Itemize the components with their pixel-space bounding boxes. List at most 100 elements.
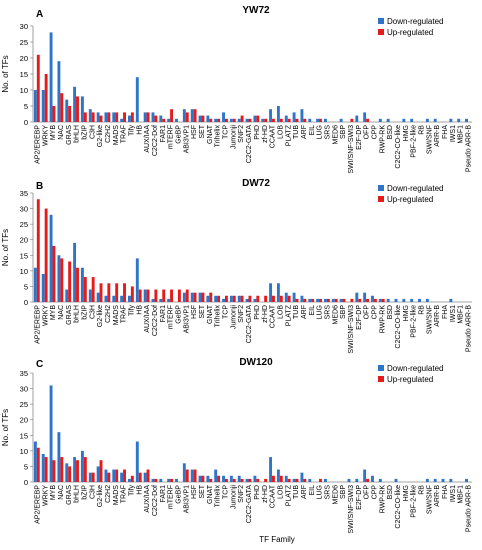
x-tick-label: IWS1 [450,305,457,322]
bar-up [52,106,56,122]
bar-up [193,109,197,122]
bar-down [276,469,280,482]
x-tick-label: EIL [309,125,316,136]
bar-down [73,86,77,122]
x-tick-label: AP2/EREBP [34,305,41,344]
x-tick-label: BSD [387,485,394,499]
bar-down [198,115,202,122]
x-tick-label: ABI3VP1 [183,305,190,334]
x-tick-label: Trihelix [215,485,222,508]
bar-down [245,478,249,482]
bar-down [237,475,241,482]
legend-swatch [378,365,384,371]
y-tick-label: 25 [20,38,28,47]
legend-label: Up-regulated [387,195,433,204]
bar-up [146,289,150,302]
bar-down [269,109,273,122]
bar-up [107,472,111,482]
x-tick-label: GRAS [66,485,73,505]
x-tick-label: G2-like [97,305,104,327]
bar-up [99,460,103,482]
bar-down [394,298,398,302]
bar-up [209,118,213,122]
x-tick-label: Tify [128,485,135,497]
x-tick-label: TCP [223,305,230,319]
legend-label: Down-regulated [387,17,443,26]
bar-up [193,292,197,302]
bar-down [57,61,61,122]
bar-down [65,289,69,302]
bar-down [159,478,163,482]
x-tick-label: TRAF [121,485,128,503]
bar-up [146,112,150,122]
bar-up [154,289,158,302]
x-tick-label: G2-like [97,125,104,147]
bar-down [73,242,77,302]
bar-down [261,118,265,122]
bar-down [465,478,468,482]
bar-up [303,298,307,302]
x-tick-label: SWI/SNF [426,125,433,154]
x-tick-label: GNAT [207,124,214,144]
bar-down [316,118,320,122]
x-tick-label: RWP-RK [379,485,386,514]
bar-up [209,292,213,302]
panel-letter: A [36,9,43,20]
bar-down [253,298,257,302]
bar-down [229,295,233,302]
y-tick-label: 20 [20,416,28,425]
x-tick-label: RB [419,305,426,315]
x-tick-label: MED6 [332,125,339,145]
bar-down [292,478,296,482]
bar-down [206,115,210,122]
bar-up [224,118,228,122]
bar-down [222,475,225,482]
bar-up [154,115,158,122]
bar-down [386,298,390,302]
bar-down [80,450,84,482]
bar-down [284,115,288,122]
x-tick-label: LOB [277,305,284,319]
x-tick-label: Jumonji [230,125,237,150]
bar-up [36,447,40,482]
bar-up [107,112,111,122]
y-tick-label: 20 [20,236,28,245]
bar-up [248,118,252,122]
x-tick-label: bHLH [74,125,81,143]
x-tick-label: MYB [50,125,57,141]
bar-up [287,118,291,122]
bar-up [240,478,244,482]
bar-down [316,298,320,302]
bar-up [256,478,260,482]
bar-down [229,118,233,122]
x-tick-label: Jumonji [230,485,237,510]
bar-down [73,457,77,482]
x-tick-label: Trihelix [215,125,222,148]
x-tick-label: LUG [317,485,324,499]
x-tick-label: TUB [293,125,300,139]
x-tick-label: Tify [128,305,135,317]
bar-down [128,295,131,302]
bar-up [44,74,48,122]
panel-c: C DW120 No. of TFs 0 5 10 15 20 25 30 35 AP2/EREBP W… [1,357,473,534]
bar-up [201,292,205,302]
y-tick-label: 5 [24,102,28,111]
x-tick-label: MADS [113,125,120,146]
bar-up [248,295,252,302]
bar-up [224,478,228,482]
x-tick-label: SBP [340,125,347,139]
x-tick-label: RWP-RK [379,125,386,154]
bar-down [143,472,147,482]
y-tick-label: 0 [24,118,28,127]
bar-down [33,267,37,302]
x-tick-label: HMG [403,305,410,321]
y-tick-label: 25 [20,400,28,409]
x-tick-label: ARR-B [434,125,441,147]
x-tick-label: SWI/SNF-SWI3 [348,305,355,354]
bar-down [120,472,124,482]
x-tick-label: IWS1 [450,485,457,502]
bar-up [99,115,103,122]
x-tick-label: mTERF [168,305,175,329]
bar-down [41,453,45,482]
bar-up [146,469,150,482]
